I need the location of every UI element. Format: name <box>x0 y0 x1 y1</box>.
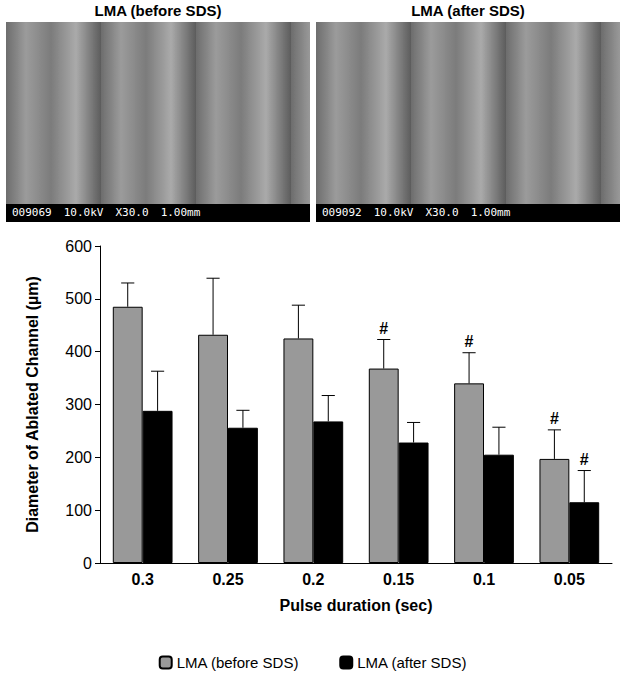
svg-text:LMA (before SDS): LMA (before SDS) <box>177 654 299 671</box>
svg-text:Diameter of Ablated Channel (µ: Diameter of Ablated Channel (µm) <box>24 276 41 533</box>
html-text:10.0kV: 10.0kV <box>63 206 104 219</box>
svg-text:200: 200 <box>65 449 92 466</box>
svg-text:#: # <box>580 451 589 468</box>
html-text:1.00mm: 1.00mm <box>160 206 201 219</box>
html-text:X30.0: X30.0 <box>115 206 149 219</box>
html-text:1.00mm: 1.00mm <box>470 206 511 219</box>
svg-text:#: # <box>550 410 559 427</box>
svg-text:#: # <box>379 320 388 337</box>
html-text:10.0kV: 10.0kV <box>373 206 414 219</box>
svg-text:600: 600 <box>65 238 92 255</box>
svg-text:0.1: 0.1 <box>473 571 495 588</box>
html-text:LMA (before SDS): LMA (before SDS) <box>94 2 222 19</box>
html-text:009069: 009069 <box>12 206 52 219</box>
html-text:LMA (after SDS): LMA (after SDS) <box>411 2 525 19</box>
svg-text:100: 100 <box>65 502 92 519</box>
html-text:X30.0: X30.0 <box>425 206 459 219</box>
svg-text:#: # <box>465 333 474 350</box>
svg-text:Pulse duration (sec): Pulse duration (sec) <box>280 597 433 614</box>
svg-text:0.2: 0.2 <box>302 571 324 588</box>
svg-text:0: 0 <box>83 555 92 572</box>
html-text:009092: 009092 <box>322 206 362 219</box>
svg-text:400: 400 <box>65 343 92 360</box>
svg-text:0.05: 0.05 <box>554 571 585 588</box>
svg-text:0.15: 0.15 <box>383 571 414 588</box>
svg-text:LMA (after SDS): LMA (after SDS) <box>357 654 466 671</box>
svg-text:500: 500 <box>65 290 92 307</box>
svg-text:0.3: 0.3 <box>132 571 154 588</box>
svg-text:300: 300 <box>65 396 92 413</box>
svg-text:0.25: 0.25 <box>212 571 243 588</box>
